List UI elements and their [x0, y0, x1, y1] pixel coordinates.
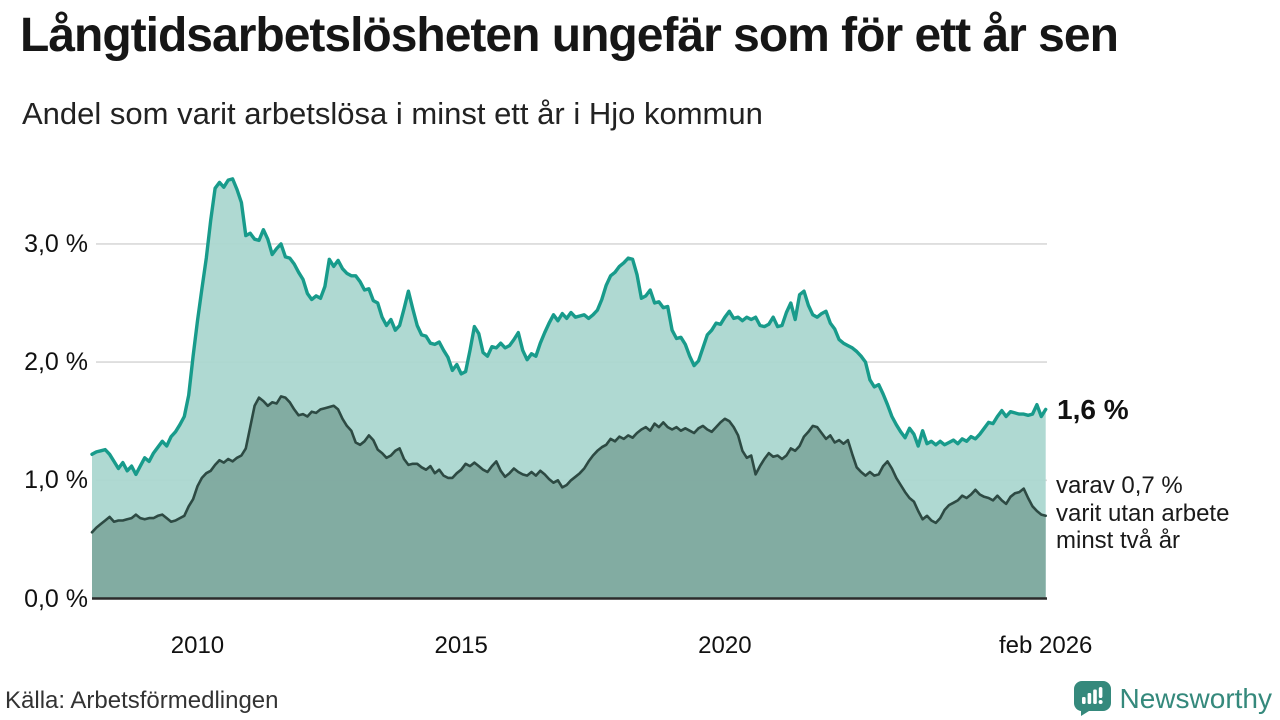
y-axis-tick-label: 1,0 %: [24, 466, 88, 495]
y-axis-tick-label: 3,0 %: [24, 229, 88, 258]
newsworthy-logo-icon: [1073, 681, 1111, 716]
secondary-annotation-line: minst två år: [1056, 527, 1181, 554]
source-note: Källa: Arbetsförmedlingen: [5, 687, 279, 714]
x-axis-tick-label: 2020: [698, 632, 752, 659]
branding-name: Newsworthy: [1119, 682, 1272, 714]
secondary-annotation: varav 0,7 % varit utan arbete minst två …: [1056, 472, 1229, 555]
secondary-annotation-line: varit utan arbete: [1056, 499, 1230, 527]
series-line: [90, 395, 1047, 534]
series-area: [92, 396, 1046, 599]
x-axis-tick-label: 2010: [170, 632, 225, 659]
secondary-annotation-line: varav 0,7 %: [1056, 472, 1183, 499]
y-axis-tick-label: 0,0 %: [24, 584, 88, 613]
series-line: [90, 177, 1048, 477]
branding: Newsworthy: [1073, 681, 1272, 716]
y-axis-tick-label: 2,0 %: [24, 348, 88, 377]
page-subtitle: Andel som varit arbetslösa i minst ett å…: [22, 96, 763, 131]
latest-value-label: 1,6 %: [1057, 394, 1129, 425]
x-axis-tick-label: feb 2026: [998, 632, 1093, 659]
x-axis-tick-label: 2015: [434, 632, 488, 659]
page-title: Långtidsarbetslösheten ungefär som för e…: [20, 9, 1119, 62]
